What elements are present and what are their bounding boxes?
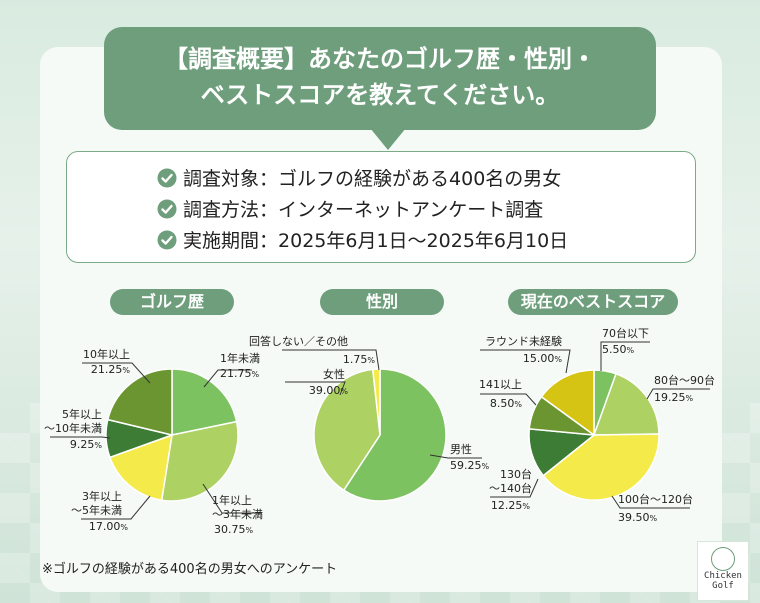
survey-info-row-period: 実施期間： 2025年6月1日～2025年6月10日 [157, 224, 695, 255]
check-badge-icon [157, 230, 177, 249]
pie-slice-0-4 [106, 368, 173, 436]
pie-slice-0-2 [108, 433, 173, 502]
slice-label-2-4: 141以上 [479, 378, 522, 391]
slice-value-0-0: 21.75% [220, 367, 260, 380]
pie-slice-2-2 [542, 433, 660, 501]
leader-line-2-4 [480, 393, 537, 406]
pie-slice-1-2 [371, 368, 381, 436]
leader-line-1-2 [282, 349, 380, 371]
survey-period-value: 2025年6月1日～2025年6月10日 [278, 230, 569, 252]
slice-value-0-3: 9.25% [70, 438, 103, 451]
slice-value-1-2: 1.75% [343, 353, 376, 366]
slice-label-0-1: ～3年未満 [212, 507, 263, 521]
title-line-2: ベストスコアを教えてください。 [200, 81, 560, 109]
logo-emblem [711, 547, 735, 571]
check-badge-icon [157, 199, 177, 218]
pie-slice-0-0 [171, 368, 238, 436]
leader-line-1-0 [429, 454, 482, 459]
survey-target-label: 調査対象 [183, 168, 260, 190]
survey-target-value: ゴルフの経験がある400名の男女 [278, 168, 562, 190]
slice-label-2-3: 130台 [500, 467, 532, 481]
slice-value-2-5: 15.00% [523, 352, 563, 365]
slice-label-0-1: 1年以上 [212, 493, 252, 507]
leader-line-2-2 [611, 495, 690, 509]
pie-slice-2-5 [540, 369, 595, 437]
check-badge-icon [157, 168, 177, 187]
leader-line-2-5 [480, 349, 571, 374]
slice-value-0-1: 30.75% [214, 523, 254, 536]
slice-label-0-2: 3年以上 [82, 489, 122, 503]
slice-value-2-4: 8.50% [490, 397, 523, 410]
survey-info-row-target: 調査対象：ゴルフの経験がある400名の男女 [157, 162, 695, 193]
survey-info-row-method: 調査方法：インターネットアンケート調査 [157, 193, 695, 224]
slice-value-1-0: 59.25% [450, 459, 490, 472]
slice-label-0-3: 5年以上 [62, 407, 102, 421]
logo-text-1: Chicken [704, 571, 742, 581]
footnote: ※ゴルフの経験がある400名の男女へのアンケート [42, 562, 338, 577]
slice-label-0-2: ～5年未満 [71, 503, 122, 517]
leader-line-0-2 [81, 495, 151, 520]
leader-line-2-3 [490, 478, 539, 498]
banner-tail [370, 128, 406, 150]
chicken-logo-icon: Chicken Golf [697, 541, 749, 601]
chart-title-best-score: 現在のベストスコア [508, 289, 678, 315]
survey-method-value: インターネットアンケート調査 [278, 199, 544, 221]
slice-value-0-4: 21.25% [91, 363, 131, 376]
slice-value-2-1: 19.25% [654, 391, 694, 404]
pie-slice-2-1 [592, 372, 660, 436]
leader-line-0-4 [82, 362, 151, 384]
title-banner: 【調査概要】あなたのゴルフ歴・性別・ ベストスコアを教えてください。 [104, 27, 656, 150]
pie-slice-1-0 [342, 368, 447, 502]
slice-value-2-3: 12.25% [491, 499, 531, 512]
slice-value-2-0: 5.50% [602, 343, 635, 356]
slice-label-0-3: ～10年未満 [44, 421, 102, 435]
logo-text-2: Golf [712, 581, 734, 591]
slice-label-0-0: 1年未満 [220, 351, 260, 365]
pie-slice-1-1 [313, 368, 381, 492]
survey-method-label: 調査方法 [183, 199, 260, 221]
slice-label-2-2: 100台～120台 [618, 492, 693, 506]
slice-value-0-2: 17.00% [89, 520, 129, 533]
leader-line-2-1 [646, 388, 710, 400]
slice-label-2-0: 70台以下 [602, 326, 649, 340]
leader-line-0-0 [203, 369, 252, 388]
leader-line-2-0 [600, 341, 650, 371]
chart-title-gender: 性別 [320, 289, 444, 315]
slice-label-1-2: 回答しない／その他 [249, 334, 348, 348]
slice-label-2-1: 80台～90台 [654, 373, 715, 387]
title-line-1: 【調査概要】あなたのゴルフ歴・性別・ [164, 45, 596, 73]
slice-label-1-1: 女性 [323, 367, 345, 381]
pie-slice-0-1 [160, 420, 239, 502]
survey-info-box: 調査対象：ゴルフの経験がある400名の男女 調査方法：インターネットアンケート調… [66, 151, 696, 263]
slice-label-2-5: ラウンド未経験 [485, 334, 562, 348]
leader-line-0-1 [202, 483, 262, 514]
slice-label-2-3: ～140台 [489, 481, 532, 495]
chart-title-golf-history: ゴルフ歴 [110, 289, 234, 315]
leader-line-0-3 [50, 436, 111, 439]
leader-line-1-1 [285, 381, 346, 396]
slice-value-1-1: 39.00% [309, 384, 349, 397]
slice-label-1-0: 男性 [450, 442, 472, 456]
slice-value-2-2: 39.50% [618, 511, 658, 524]
survey-period-label: 実施期間 [183, 230, 260, 252]
slice-label-0-4: 10年以上 [83, 347, 130, 361]
